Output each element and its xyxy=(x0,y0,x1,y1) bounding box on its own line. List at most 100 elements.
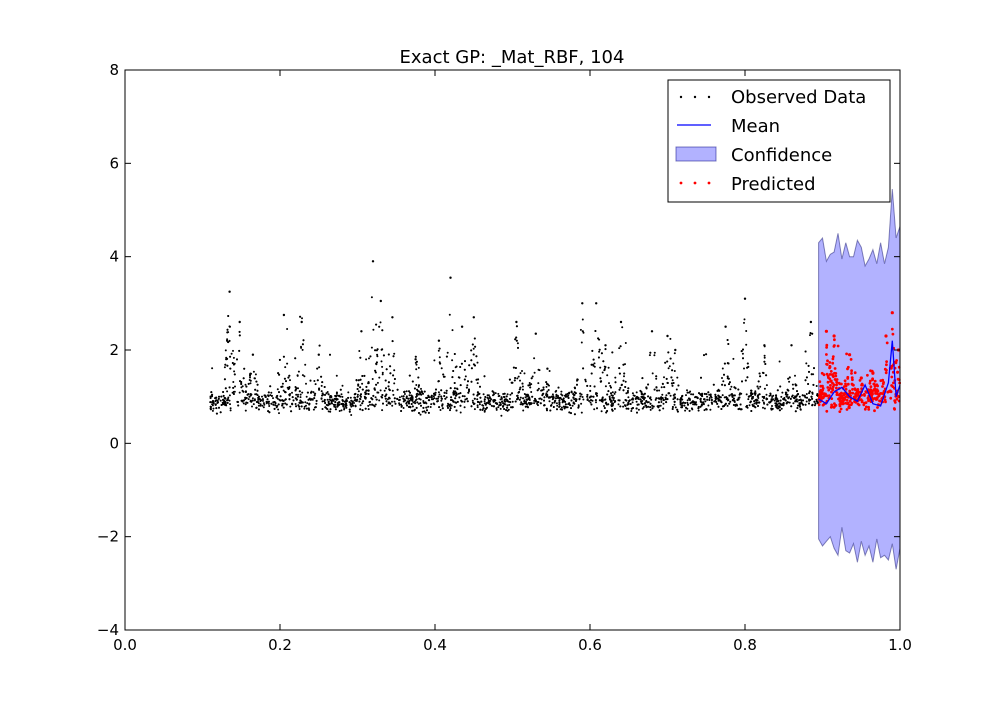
observed-point xyxy=(435,397,438,400)
observed-point xyxy=(290,410,293,413)
observed-point xyxy=(796,390,798,393)
observed-point xyxy=(590,403,593,406)
predicted-point xyxy=(823,394,827,398)
observed-point xyxy=(626,390,629,392)
observed-point xyxy=(219,411,222,414)
observed-point xyxy=(238,320,241,324)
observed-point xyxy=(637,408,640,411)
predicted-point xyxy=(860,387,863,391)
observed-point xyxy=(473,397,476,400)
observed-point xyxy=(669,357,672,360)
observed-point xyxy=(413,409,416,412)
observed-point xyxy=(786,393,789,396)
observed-point xyxy=(282,313,286,317)
observed-point xyxy=(527,394,530,397)
observed-point xyxy=(794,400,797,403)
observed-point xyxy=(283,377,286,380)
predicted-point xyxy=(830,390,833,394)
observed-point xyxy=(755,398,758,401)
predicted-point xyxy=(890,327,894,331)
observed-point xyxy=(324,393,326,396)
observed-point xyxy=(376,353,379,356)
observed-point xyxy=(511,400,514,403)
observed-point xyxy=(715,401,718,403)
observed-point xyxy=(468,364,471,367)
observed-point xyxy=(316,379,319,382)
observed-point xyxy=(596,394,598,397)
observed-point xyxy=(422,406,425,409)
observed-point xyxy=(514,377,517,379)
observed-point xyxy=(658,389,661,392)
observed-point xyxy=(510,406,513,409)
predicted-point xyxy=(854,400,858,404)
observed-point xyxy=(433,392,436,395)
observed-point xyxy=(221,401,224,404)
observed-point xyxy=(381,394,384,396)
observed-point xyxy=(705,393,708,396)
observed-point xyxy=(690,407,693,410)
legend-label-predicted: Predicted xyxy=(731,174,816,195)
observed-point xyxy=(684,409,687,412)
observed-point xyxy=(667,367,670,370)
observed-point xyxy=(457,392,460,395)
observed-point xyxy=(228,290,231,293)
predicted-point xyxy=(849,403,853,406)
observed-point xyxy=(411,409,414,412)
observed-point xyxy=(753,392,756,395)
observed-point xyxy=(626,403,629,406)
observed-point xyxy=(755,402,758,405)
observed-point xyxy=(537,382,540,385)
observed-point xyxy=(279,399,282,402)
observed-point xyxy=(406,400,409,403)
observed-point xyxy=(408,374,411,377)
predicted-point xyxy=(876,406,879,409)
observed-point xyxy=(797,393,800,395)
observed-point xyxy=(552,395,555,398)
observed-point xyxy=(779,385,782,388)
observed-point xyxy=(410,398,413,401)
observed-point xyxy=(380,348,383,351)
observed-point xyxy=(696,397,699,400)
predicted-point xyxy=(873,379,877,383)
observed-point xyxy=(262,402,265,405)
observed-point xyxy=(648,354,651,357)
observed-point xyxy=(498,394,501,397)
observed-point xyxy=(361,375,364,377)
observed-point xyxy=(238,330,241,333)
observed-point xyxy=(747,398,750,401)
observed-point xyxy=(452,400,455,403)
observed-point xyxy=(806,396,808,399)
observed-point xyxy=(655,386,658,389)
observed-point xyxy=(506,409,509,412)
observed-point xyxy=(558,401,561,404)
legend-observed-marker xyxy=(707,95,711,99)
observed-point xyxy=(679,400,682,403)
observed-point xyxy=(294,397,297,400)
observed-point xyxy=(597,337,600,340)
observed-point xyxy=(668,365,671,368)
observed-point xyxy=(327,393,330,396)
observed-point xyxy=(780,404,783,406)
observed-point xyxy=(734,403,737,406)
observed-point xyxy=(699,400,702,403)
observed-point xyxy=(228,339,231,342)
observed-point xyxy=(773,399,776,402)
predicted-point xyxy=(892,407,896,410)
observed-point xyxy=(551,402,554,404)
predicted-point xyxy=(825,346,828,349)
observed-point xyxy=(573,413,576,416)
observed-point xyxy=(611,402,614,405)
observed-point xyxy=(612,399,615,401)
observed-point xyxy=(685,394,687,397)
observed-point xyxy=(699,405,702,408)
observed-point xyxy=(510,381,513,384)
observed-point xyxy=(335,374,338,377)
observed-point xyxy=(292,399,295,402)
observed-point xyxy=(797,404,800,407)
observed-point xyxy=(230,352,233,355)
observed-point xyxy=(548,370,551,372)
observed-point xyxy=(665,401,668,404)
observed-point xyxy=(347,396,350,399)
observed-point xyxy=(261,404,264,407)
observed-point xyxy=(700,404,703,407)
